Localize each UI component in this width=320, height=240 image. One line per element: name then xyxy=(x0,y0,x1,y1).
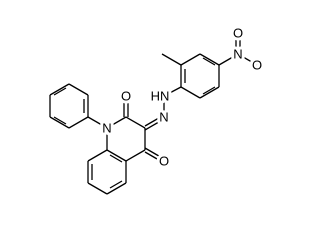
atom-label: N xyxy=(102,121,111,136)
atom-label: N xyxy=(233,47,242,62)
atom-label: O xyxy=(233,26,243,41)
atom-label: O xyxy=(159,154,169,169)
atom-label: N xyxy=(159,110,168,125)
structure-diagram: O N N HN O N O O xyxy=(49,25,263,195)
atom-label: HN xyxy=(151,89,170,104)
bonds xyxy=(49,33,258,195)
atom-label: O xyxy=(252,58,262,73)
atom-label: O xyxy=(121,89,131,104)
